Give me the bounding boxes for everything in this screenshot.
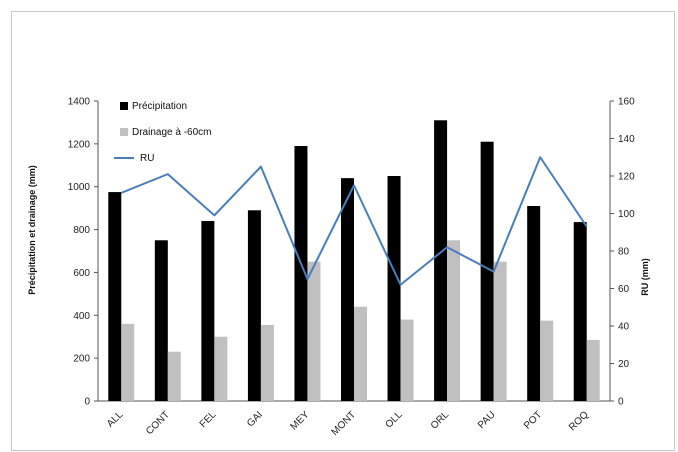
y2-tick-label: 20 [618, 359, 630, 370]
y-tick-label: 800 [73, 225, 90, 236]
precipitation-bar [294, 146, 308, 401]
x-tick-label: OLL [384, 409, 405, 430]
x-tick-label: POT [522, 409, 544, 431]
legend-label: Drainage à -60cm [132, 127, 211, 138]
x-tick-label: ROQ [567, 409, 591, 433]
drainage-bar [447, 240, 461, 401]
precipitation-bar [201, 221, 215, 401]
precipitation-bar [154, 240, 168, 401]
x-tick-label: CONT [144, 409, 172, 437]
y2-tick-label: 120 [618, 172, 635, 183]
y-tick-label: 200 [73, 354, 90, 365]
legend-swatch-precipitation [120, 102, 128, 110]
drainage-bar [586, 339, 600, 401]
y2-tick-label: 100 [618, 209, 635, 220]
precipitation-bar [247, 210, 261, 401]
drainage-bar [400, 319, 414, 401]
x-tick-label: ORL [429, 409, 452, 432]
y-tick-label: 400 [73, 311, 90, 322]
drainage-bar [167, 351, 181, 401]
y2-tick-label: 160 [618, 97, 635, 108]
legend-label: RU [140, 153, 154, 164]
legend: Précipitation Drainage à -60cm RU [114, 101, 211, 164]
x-tick-label: FEL [198, 409, 219, 430]
y-tick-label: 1200 [68, 139, 91, 150]
drainage-bar [214, 336, 228, 401]
y-tick-label: 600 [73, 268, 90, 279]
x-tick-label: PAU [476, 409, 498, 431]
y2-tick-label: 80 [618, 247, 630, 258]
drainage-bar [540, 320, 554, 401]
chart: 0 200 400 600 800 1000 1200 1400 0 20 40 60 80 100 120… [27, 97, 650, 438]
chart-frame: 0 200 400 600 800 1000 1200 1400 0 20 40 60 80 100 120… [11, 11, 675, 451]
legend-swatch-drainage [120, 128, 128, 136]
y2-tick-label: 140 [618, 134, 635, 145]
drainage-bar [354, 306, 367, 401]
precipitation-bar [573, 222, 587, 401]
y2-tick-label: 0 [618, 397, 624, 408]
y-axis-title: Précipitation et drainage (mm) [27, 165, 37, 295]
drainage-bar [307, 261, 321, 401]
x-tick-label: ALL [105, 409, 126, 430]
y2-axis-title: RU (mm) [640, 258, 650, 296]
y-tick-label: 1000 [68, 182, 91, 193]
legend-label: Précipitation [132, 101, 187, 112]
precipitation-bar [341, 178, 354, 401]
precipitation-bar [480, 141, 494, 401]
drainage-bar [260, 324, 274, 401]
precipitation-bar [434, 120, 448, 402]
y-tick-label: 0 [84, 397, 90, 408]
precipitation-bar [108, 192, 122, 401]
drainage-bar [121, 323, 135, 401]
y2-tick-label: 40 [618, 322, 630, 333]
x-tick-label: MEY [288, 409, 311, 432]
ru-line-layer [120, 156, 588, 286]
x-tick-label: GAI [245, 409, 265, 429]
ru-line [120, 156, 588, 286]
drainage-bar [493, 261, 507, 401]
bars [108, 120, 600, 402]
x-tick-label: MONT [330, 409, 359, 438]
y-tick-label: 1400 [68, 97, 91, 108]
precipitation-bar [527, 206, 541, 401]
precipitation-bar [387, 176, 401, 401]
y2-tick-label: 60 [618, 284, 630, 295]
